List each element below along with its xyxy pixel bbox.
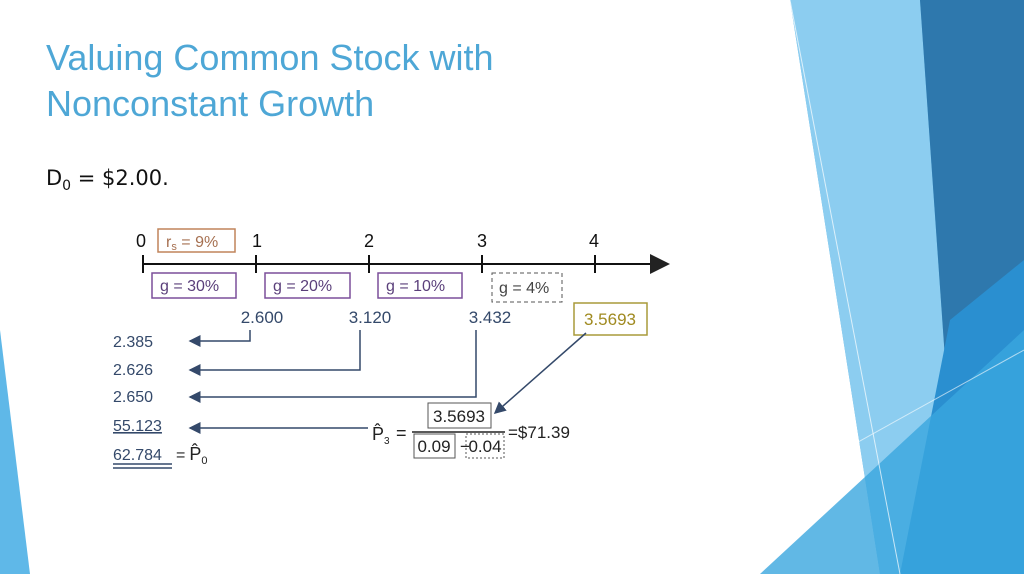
text: = $2.00. <box>71 166 169 190</box>
subscript: 3 <box>384 436 390 447</box>
period: 4 <box>589 231 599 251</box>
ticks <box>142 255 596 273</box>
growth-rate: g = 20% <box>273 278 332 295</box>
subscript: s <box>171 241 177 253</box>
symbol: P̂ <box>372 423 384 444</box>
period: 3 <box>477 231 487 251</box>
terminal-symbol: P̂3 <box>372 423 390 447</box>
title-line: Nonconstant Growth <box>46 83 374 124</box>
present-value: 2.650 <box>113 389 153 406</box>
present-value: 62.784 <box>113 447 162 464</box>
text: = 9% <box>177 234 218 251</box>
rate: 0.09 <box>417 437 450 456</box>
growth-rate: g = 10% <box>386 278 445 295</box>
period: 2 <box>364 231 374 251</box>
equals: = <box>396 423 407 443</box>
period: 1 <box>252 231 262 251</box>
terminal-value: P̂3 = 3.5693 0.09 − 0.04 =$71.39 <box>372 402 570 459</box>
price-today: = P̂0 <box>176 443 207 467</box>
growth: 0.04 <box>468 437 501 456</box>
dividend: 2.600 <box>241 308 284 327</box>
numerator: 3.5693 <box>433 407 485 426</box>
minus: − <box>460 437 470 456</box>
title: Valuing Common Stock with Nonconstant Gr… <box>46 37 494 124</box>
subscript: 0 <box>62 178 71 194</box>
result: =$71.39 <box>508 423 570 442</box>
growth-rate: g = 4% <box>499 280 549 297</box>
growth-rate: g = 30% <box>160 278 219 295</box>
dividend: 3.5693 <box>584 310 636 329</box>
period: 0 <box>136 231 146 251</box>
required-return: rs = 9% <box>166 234 218 253</box>
subscript: 0 <box>201 455 207 467</box>
present-values: 2.385 2.626 2.650 55.123 62.784 = P̂0 <box>113 334 207 469</box>
dividend: 3.120 <box>349 308 392 327</box>
present-value: 2.626 <box>113 362 153 379</box>
symbol: D <box>46 166 62 190</box>
dividend: 3.432 <box>469 308 512 327</box>
present-value: 2.385 <box>113 334 153 351</box>
title-line: Valuing Common Stock with <box>46 37 494 78</box>
present-value: 55.123 <box>113 418 162 435</box>
symbol: r <box>166 234 172 251</box>
symbol: P̂ <box>189 443 201 464</box>
discount-arrows <box>188 330 587 434</box>
equals: = <box>176 447 185 464</box>
timeline: 0 1 2 3 4 rs = 9% g = 30% g = 20% g = 10… <box>136 228 670 336</box>
given-dividend: D0 = $2.00. <box>46 166 169 194</box>
